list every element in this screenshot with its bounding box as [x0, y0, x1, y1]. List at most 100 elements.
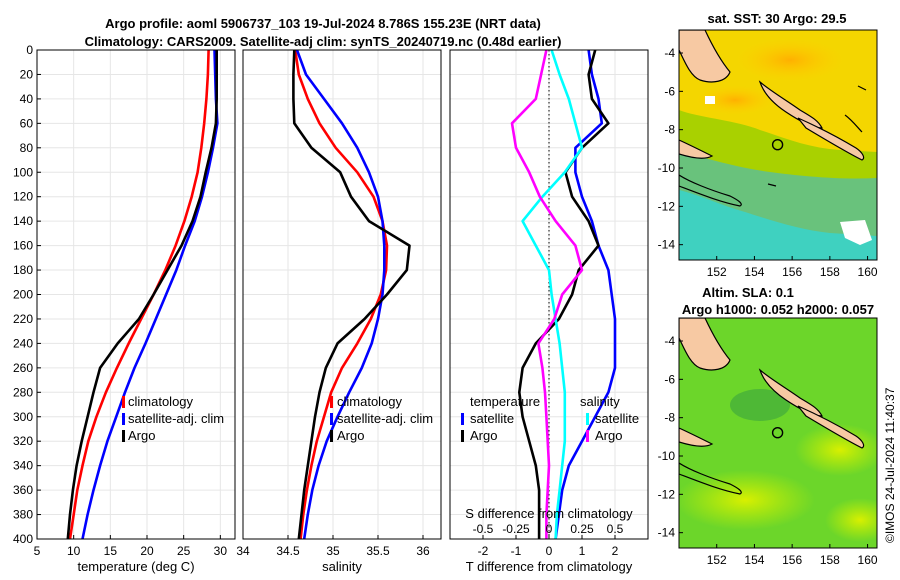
y-tick-label: 360	[13, 483, 33, 497]
top-tick-label: 0.5	[607, 522, 624, 536]
y-tick-label: 300	[13, 410, 33, 424]
map-y-tick-label: -6	[664, 372, 675, 386]
difference-lines	[510, 50, 617, 539]
sst-warm-patch-2	[695, 85, 775, 115]
legend-t-satellite: satellite	[470, 411, 514, 426]
map-x-tick-label: 160	[858, 265, 878, 279]
map-x-tick-label: 154	[744, 265, 764, 279]
x-tick-label: 25	[177, 544, 191, 558]
y-tick-label: 60	[20, 116, 34, 130]
temperature-lines	[66, 50, 219, 539]
sst-map-title: sat. SST: 30 Argo: 29.5	[708, 11, 847, 26]
sla-high-patch-3	[825, 498, 877, 542]
legend-swatch-satellite	[122, 413, 125, 425]
x-tick-label: 35.5	[366, 544, 390, 558]
y-tick-label: 200	[13, 288, 33, 302]
land-png-tail	[679, 139, 714, 159]
sst-warm-patch	[735, 38, 845, 82]
x-tick-label: 2	[612, 544, 619, 558]
sst-map-frame	[678, 29, 878, 261]
legend-climatology: climatology	[128, 394, 194, 409]
legend-s-satellite: satellite	[595, 411, 639, 426]
x-tick-label: -2	[478, 544, 489, 558]
series-line-argo	[66, 50, 218, 539]
map-y-tick-label: -12	[658, 487, 676, 501]
argo-location-marker	[771, 427, 784, 439]
y-tick-label: 0	[26, 43, 33, 57]
legend-s-argo: Argo	[595, 428, 622, 443]
y-tick-label: 120	[13, 190, 33, 204]
y-tick-label: 20	[20, 67, 34, 81]
legend-satellite: satellite-adj. clim	[337, 411, 433, 426]
series-line-s-argo	[510, 50, 584, 539]
legend-argo: Argo	[337, 428, 364, 443]
map-x-tick-label: 152	[707, 265, 727, 279]
title-line1: Argo profile: aoml 5906737_103 19-Jul-20…	[105, 16, 541, 31]
x-tick-label: 36	[416, 544, 430, 558]
legend-swatch-climatology	[330, 396, 333, 408]
y-tick-label: 340	[13, 459, 33, 473]
sla-map-title-line2: Argo h1000: 0.052 h2000: 0.057	[682, 302, 874, 317]
land-bougainville	[758, 80, 823, 129]
difference-legend: temperature satellite Argo salinity sate…	[461, 394, 639, 443]
top-tick-label: -0.5	[473, 522, 494, 536]
legend-satellite: satellite-adj. clim	[128, 411, 224, 426]
difference-panel: -2 -1 0 1 2 -0.5 -0.25 0 0.25 0.5 S difference f…	[449, 49, 649, 574]
land-new-ireland	[679, 30, 731, 83]
x-tick-label: 30	[214, 544, 228, 558]
map-x-tick-label: 156	[782, 553, 802, 567]
difference-xlabel: T difference from climatology	[466, 559, 633, 574]
salinity-panel: 34 34.5 35 35.5 36 salinity climatology sate…	[236, 49, 442, 574]
legend-swatch-s-satellite	[586, 413, 589, 425]
map-y-tick-label: -4	[664, 334, 675, 348]
map-x-tick-label: 160	[858, 553, 878, 567]
y-tick-label: 260	[13, 361, 33, 375]
temperature-panel: 0 20 40 60 80 100 120 140 160 180 200 220 240 260 280 3…	[13, 43, 236, 574]
legend-swatch-t-argo	[461, 430, 464, 442]
y-tick-label: 380	[13, 508, 33, 522]
x-tick-label: 0	[546, 544, 553, 558]
title-line2: Climatology: CARS2009. Satellite-adj cli…	[85, 34, 562, 49]
sla-high-patch-2	[679, 470, 815, 530]
reef-outline	[679, 462, 742, 495]
coastline-details	[767, 85, 867, 187]
s-difference-tick-labels: -0.5 -0.25 0 0.25 0.5	[473, 522, 624, 536]
land-solomons	[797, 405, 865, 449]
map-x-tick-label: 152	[707, 553, 727, 567]
sla-map-frame	[678, 317, 878, 549]
x-tick-label: 34	[236, 544, 250, 558]
legend-swatch-satellite	[330, 413, 333, 425]
series-line-t-satellite	[554, 50, 617, 539]
depth-tick-labels: 0 20 40 60 80 100 120 140 160 180 200 220 240 260 280 3…	[13, 43, 41, 546]
x-tick-label: 1	[579, 544, 586, 558]
map-y-tick-label: -14	[658, 526, 676, 540]
top-tick-label: 0	[546, 522, 553, 536]
x-tick-label: 5	[34, 544, 41, 558]
map-x-tick-label: 156	[782, 265, 802, 279]
series-line-t-argo	[517, 50, 610, 539]
legend-swatch-argo	[122, 430, 125, 442]
salinity-axes-box	[242, 49, 442, 540]
temperature-xlabel: temperature (deg C)	[77, 559, 194, 574]
land-png-tail	[679, 427, 714, 447]
series-line-satellite-adj-clim	[81, 50, 219, 539]
map-y-tick-label: -14	[658, 238, 676, 252]
temperature-legend: climatology satellite-adj. clim Argo	[122, 394, 224, 443]
legend-swatch-s-argo	[586, 430, 589, 442]
sst-map-ticks: 152 154 156 158 160 -4 -6 -8 -10 -12 -14	[658, 46, 878, 279]
y-tick-label: 180	[13, 263, 33, 277]
reef-outline	[679, 174, 742, 207]
legend-climatology: climatology	[337, 394, 403, 409]
temperature-tick-labels: 5 10 15 20 25 30	[34, 535, 228, 558]
x-tick-label: 35	[326, 544, 340, 558]
legend-argo: Argo	[128, 428, 155, 443]
y-tick-label: 280	[13, 385, 33, 399]
x-tick-label: 15	[104, 544, 118, 558]
map-y-tick-label: -8	[664, 123, 675, 137]
legend-temperature-title: temperature	[470, 394, 540, 409]
x-tick-label: 20	[140, 544, 154, 558]
map-y-tick-label: -4	[664, 46, 675, 60]
series-line-climatology	[293, 50, 389, 539]
map-y-tick-label: -8	[664, 411, 675, 425]
series-line-satellite-adj-clim	[295, 50, 386, 539]
